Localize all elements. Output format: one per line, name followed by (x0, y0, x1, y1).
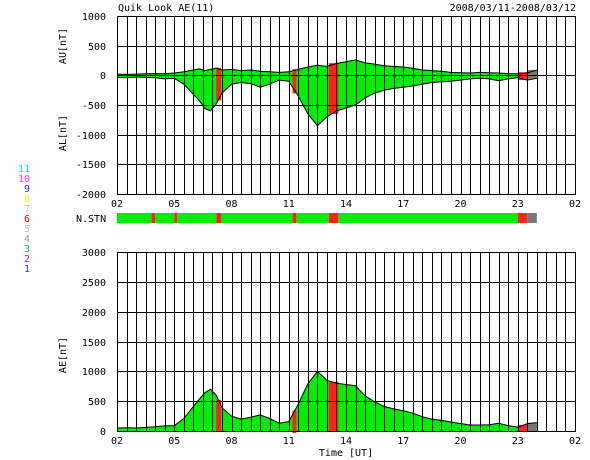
top-xtick-label: 20 (454, 199, 466, 210)
ae-line (116, 370, 537, 429)
bottom-xtick-label: 14 (340, 436, 352, 447)
station-legend-label: 3 (24, 244, 30, 255)
ae-panel: 3000 2500 2000 1500 1000 500 0 02 05 08 11 14 17 20 23… (82, 248, 581, 447)
top-xtick-label: 02 (569, 199, 581, 210)
top-xtick-label: 23 (512, 199, 524, 210)
top-xtick-label: 02 (111, 199, 123, 210)
top-alert-band (517, 72, 528, 81)
station-legend-label: 10 (18, 174, 30, 185)
station-bar-segment (296, 213, 329, 223)
station-bar-segment (221, 213, 293, 223)
station-bar-segment (174, 213, 178, 223)
al-line (116, 76, 537, 127)
bottom-alert-band (328, 381, 339, 431)
bottom-ytick-label: 2000 (82, 308, 106, 319)
station-legend-label: 1 (24, 264, 30, 275)
top-xtick-label: 05 (168, 199, 180, 210)
bottom-ytick-label: 2500 (82, 278, 106, 289)
top-xtick-label: 11 (283, 199, 295, 210)
bottom-ytick-label: 1500 (82, 338, 106, 349)
bottom-alert-band (216, 399, 222, 431)
bottom-xtick-label: 02 (111, 436, 123, 447)
top-xtick-label: 14 (340, 199, 352, 210)
station-bar-segment (292, 213, 297, 223)
top-ytick-label: -1000 (76, 131, 106, 142)
station-legend-label: 4 (24, 234, 30, 245)
station-bar-segment (328, 213, 339, 223)
bottom-xtick-label: 11 (283, 436, 295, 447)
bottom-xtick-label: 05 (168, 436, 180, 447)
chart-title: Quik Look AE(11) (118, 3, 214, 14)
bottom-ytick-label: 0 (100, 427, 106, 438)
top-alert-band (328, 63, 339, 114)
bottom-xtick-label: 08 (225, 436, 237, 447)
top-dropout-band (292, 69, 297, 94)
bottom-ytick-label: 3000 (82, 248, 106, 259)
al-area (117, 75, 537, 126)
station-legend-label: 5 (24, 224, 30, 235)
station-bar-segment (117, 213, 152, 223)
station-bar-label: N.STN (76, 214, 106, 225)
date-range: 2008/03/11-2008/03/12 (450, 3, 576, 14)
top-frame (117, 16, 576, 195)
bottom-frame (117, 252, 576, 432)
station-bar-segment (155, 213, 175, 223)
bottom-tail-band (527, 422, 537, 431)
station-legend-label: 7 (24, 204, 30, 215)
top-ytick-label: 1000 (82, 12, 106, 23)
au-line (116, 59, 537, 75)
top-ytick-label: 500 (88, 42, 106, 53)
station-bar-segment (216, 213, 222, 223)
al-axis-label: AL[nT] (58, 115, 69, 151)
station-bar-segment (527, 213, 537, 223)
au-axis-label: AU[nT] (58, 28, 69, 64)
au-area (117, 59, 537, 76)
station-bar-segment (338, 213, 518, 223)
bottom-xtick-label: 20 (454, 436, 466, 447)
top-ytick-label: -2000 (76, 190, 106, 201)
bottom-dropout-band (292, 410, 297, 433)
station-legend-label: 8 (24, 194, 30, 205)
bottom-xtick-label: 23 (512, 436, 524, 447)
station-legend-label: 6 (24, 214, 30, 225)
bottom-ytick-label: 500 (88, 397, 106, 408)
top-xtick-label: 08 (225, 199, 237, 210)
au-al-panel: 1000 500 0 -500 -1000 -1500 -2000 02 05 08 11 14 17 2… (76, 12, 581, 210)
top-xtick-label: 17 (397, 199, 409, 210)
top-alert-band (216, 67, 222, 101)
top-ytick-label: -1500 (76, 160, 106, 171)
bottom-xtick-label: 17 (397, 436, 409, 447)
station-legend-label: 9 (24, 184, 30, 195)
bottom-ytick-label: 1000 (82, 367, 106, 378)
top-tail-band (527, 69, 537, 79)
station-bar-segment (177, 213, 217, 223)
top-ytick-label: 0 (100, 71, 106, 82)
ae-axis-label: AE[nT] (58, 337, 69, 373)
station-bar-segment (151, 213, 156, 223)
station-legend-label: 2 (24, 254, 30, 265)
station-legend-label: 11 (18, 164, 30, 175)
station-count-bar (117, 213, 537, 223)
top-ytick-label: -500 (82, 101, 106, 112)
station-bar-segment (517, 213, 528, 223)
bottom-alert-band (517, 424, 528, 431)
bottom-xtick-label: 02 (569, 436, 581, 447)
x-axis-label: Time [UT] (319, 448, 373, 459)
